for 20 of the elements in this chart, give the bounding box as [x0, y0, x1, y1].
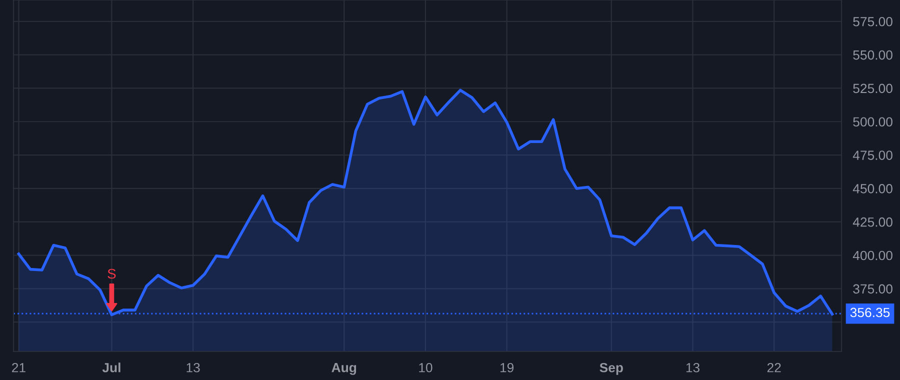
x-tick-label: Sep: [600, 362, 623, 375]
y-tick-label: 475.00: [852, 150, 892, 160]
x-tick-label: Aug: [332, 363, 356, 375]
x-tick-label: 10: [419, 362, 432, 372]
x-tick-label: 13: [686, 362, 700, 372]
x-tick-label: 21: [12, 362, 26, 372]
y-tick-label: 425.00: [852, 217, 892, 227]
y-tick-label: 525.00: [853, 84, 892, 94]
x-tick-label: Jul: [102, 362, 120, 372]
y-tick-label: 375.00: [853, 284, 892, 294]
y-tick-label: 450.00: [852, 184, 892, 194]
annotation: S: [108, 268, 116, 279]
y-tick-label: 550.00: [853, 50, 892, 60]
y-tick-label: 500.00: [853, 117, 892, 127]
y-tick-label: 400.00: [852, 250, 892, 260]
x-tick-label: 13: [186, 362, 200, 372]
x-tick-label: 19: [500, 362, 514, 372]
x-tick-label: 22: [767, 362, 781, 372]
y-tick-label: 575.00: [853, 16, 892, 26]
ref-line-label: 356.35: [850, 308, 890, 318]
